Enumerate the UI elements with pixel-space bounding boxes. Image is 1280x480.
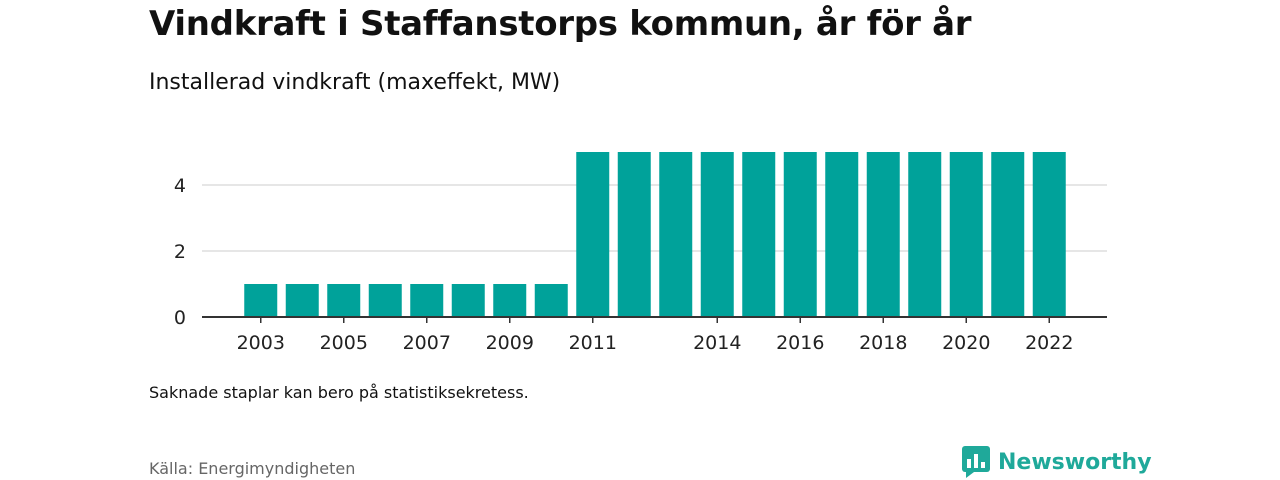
y-tick-label: 4 (174, 175, 186, 197)
x-tick-label: 2014 (693, 332, 741, 354)
bar-2021 (991, 152, 1025, 317)
bar-2011 (576, 152, 610, 317)
x-tick-label: 2016 (776, 332, 824, 354)
bar-2007 (410, 284, 444, 317)
bar-2018 (866, 152, 900, 317)
bar-2009 (493, 284, 527, 317)
bar-2008 (451, 284, 485, 317)
x-tick-label: 2018 (859, 332, 907, 354)
x-tick-label: 2020 (942, 332, 990, 354)
bar-2016 (783, 152, 817, 317)
bar-2022 (1032, 152, 1066, 317)
bar-2005 (327, 284, 361, 317)
newsworthy-logo-icon (962, 446, 990, 478)
chart-title: Vindkraft i Staffanstorps kommun, år för… (149, 4, 972, 44)
bar-2014 (700, 152, 734, 317)
bar-2010 (534, 284, 568, 317)
bar-2012 (617, 152, 651, 317)
bar-2004 (285, 284, 319, 317)
brand-logo: Newsworthy (962, 446, 1152, 478)
y-tick-label: 2 (174, 241, 186, 263)
x-tick-label: 2022 (1025, 332, 1073, 354)
bar-2017 (825, 152, 859, 317)
footnote: Saknade staplar kan bero på statistiksek… (149, 383, 529, 402)
bar-chart: 0 2 4 2003 2005 2007 2009 2011 2014 2016 2018 2020 2… (174, 152, 1107, 354)
x-tick-label: 2011 (569, 332, 617, 354)
x-tick-label: 2003 (237, 332, 285, 354)
bar-2019 (908, 152, 942, 317)
x-tick-label: 2005 (320, 332, 368, 354)
brand-name: Newsworthy (998, 449, 1152, 475)
bar-2020 (949, 152, 983, 317)
bar-2006 (368, 284, 402, 317)
source-note: Källa: Energimyndigheten (149, 459, 356, 478)
x-tick-label: 2007 (403, 332, 451, 354)
bar-2003 (244, 284, 278, 317)
bar-2015 (742, 152, 776, 317)
x-tick-label: 2009 (486, 332, 534, 354)
chart-subtitle: Installerad vindkraft (maxeffekt, MW) (149, 70, 561, 95)
y-tick-label: 0 (174, 307, 186, 329)
bar-2013 (659, 152, 693, 317)
